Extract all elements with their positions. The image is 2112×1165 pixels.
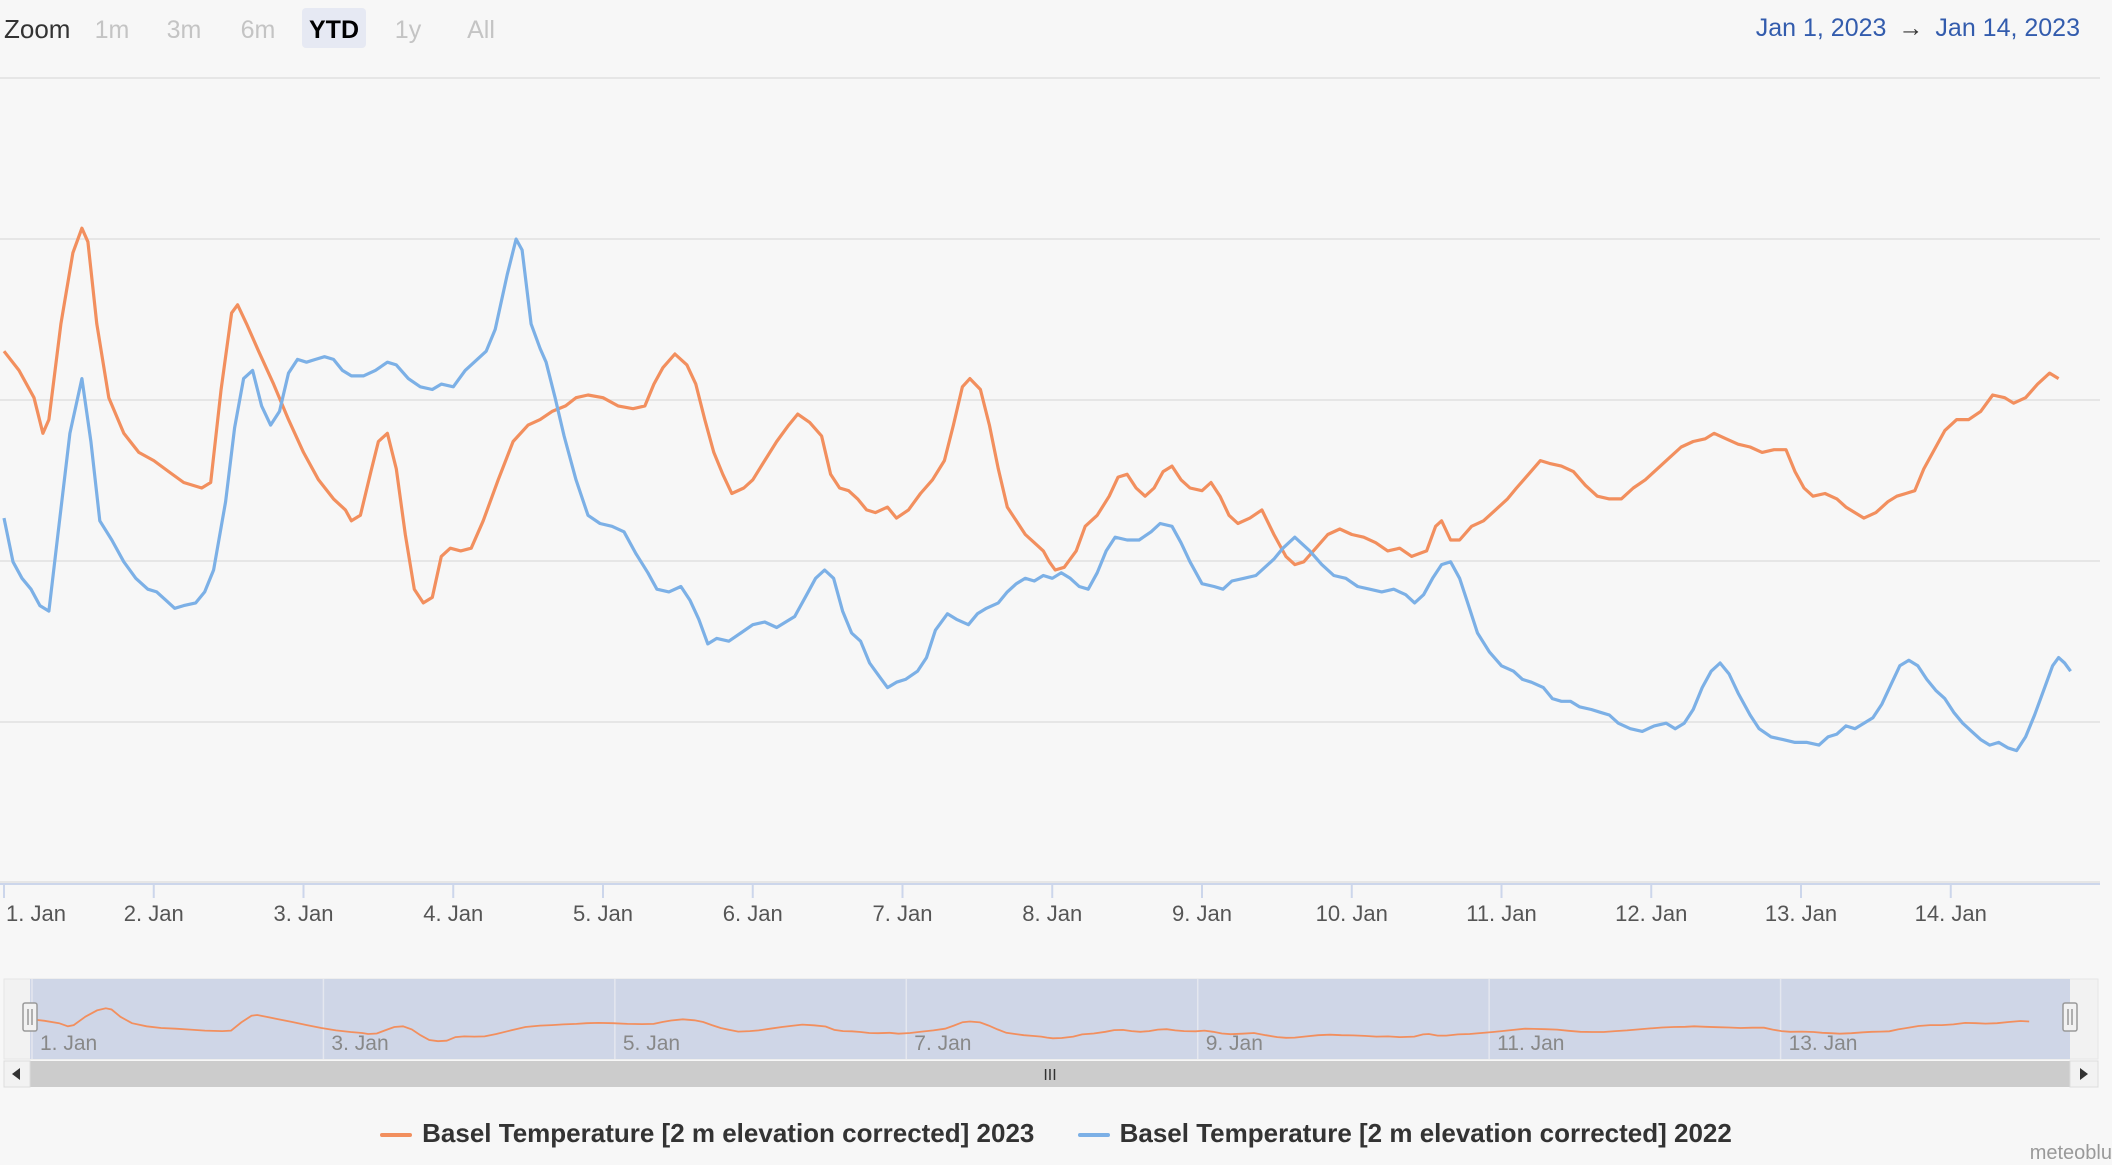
range-arrow: → [1898, 14, 1924, 42]
date-range: Jan 1, 2023 → Jan 14, 2023 [1750, 14, 2086, 43]
legend-swatch-2023 [380, 1133, 413, 1138]
navigator[interactable]: 1. Jan 3. Jan 5. Jan 7. Jan 9. Jan 11. Jan 13.… [3, 978, 2099, 1088]
zoom-1y-button[interactable]: 1y [394, 16, 422, 44]
navigator-label: 1. Jan [40, 1032, 97, 1055]
x-tick-label: 11. Jan [1466, 901, 1537, 926]
zoom-1m-button[interactable]: 1m [94, 16, 130, 44]
legend-item-2022[interactable]: Basel Temperature [2 m elevation correct… [1077, 1118, 1732, 1149]
x-tick-label: 13. Jan [1765, 901, 1837, 926]
chevron-right-icon [2080, 1068, 2088, 1080]
credit-text: meteoblu [2029, 1142, 2112, 1164]
x-tick-label: 10. Jan [1316, 901, 1388, 926]
series-line-2022[interactable] [2, 237, 2072, 753]
zoom-toolbar: Zoom 1m 3m 6m YTD 1y All [0, 8, 800, 52]
legend-swatch-2022 [1077, 1133, 1110, 1138]
scrollbar-thumb[interactable] [30, 1061, 2070, 1087]
legend-label-2023: Basel Temperature [2 m elevation correct… [422, 1118, 1035, 1148]
range-from-input[interactable]: Jan 1, 2023 [1755, 14, 1887, 42]
navigator-series-line [29, 1007, 2030, 1043]
x-tick-label: 4. Jan [423, 901, 483, 926]
x-tick-label: 7. Jan [873, 901, 933, 926]
scrollbar-grip: III [1043, 1067, 1056, 1084]
x-tick-label: 5. Jan [573, 901, 633, 926]
navigator-label: 13. Jan [1789, 1032, 1858, 1055]
navigator-label: 9. Jan [1206, 1032, 1263, 1055]
series-line-2023[interactable] [2, 226, 2060, 605]
legend: Basel Temperature [2 m elevation correct… [0, 1118, 2112, 1149]
zoom-label: Zoom [4, 14, 71, 44]
zoom-all-button[interactable]: All [467, 16, 495, 44]
x-axis: 1. Jan 2. Jan 3. Jan 4. Jan 5. Jan 6. Jan 7. J… [3, 884, 1987, 926]
x-tick-label: 12. Jan [1615, 901, 1687, 926]
zoom-3m-button[interactable]: 3m [166, 16, 202, 44]
navigator-label: 11. Jan [1497, 1032, 1564, 1055]
navigator-handle-left[interactable] [22, 1002, 38, 1032]
x-tick-label: 6. Jan [723, 901, 783, 926]
chart-svg: 1. Jan 2. Jan 3. Jan 4. Jan 5. Jan 6. Jan 7. J… [0, 77, 2100, 1088]
x-tick-label: 3. Jan [274, 901, 334, 926]
zoom-6m-button[interactable]: 6m [240, 16, 276, 44]
x-tick-label: 8. Jan [1022, 901, 1082, 926]
grid-lines [0, 77, 2100, 885]
legend-item-2023[interactable]: Basel Temperature [2 m elevation correct… [380, 1118, 1034, 1149]
series-group [2, 226, 2072, 753]
x-tick-label: 2. Jan [124, 901, 184, 926]
legend-label-2022: Basel Temperature [2 m elevation correct… [1119, 1118, 1732, 1148]
zoom-ytd-button[interactable]: YTD [302, 8, 366, 48]
navigator-label: 7. Jan [914, 1032, 971, 1055]
x-tick-label: 14. Jan [1915, 901, 1987, 926]
navigator-label: 5. Jan [623, 1032, 680, 1055]
x-tick-label: 1. Jan [6, 901, 66, 926]
x-tick-label: 9. Jan [1172, 901, 1232, 926]
navigator-label: 3. Jan [331, 1032, 388, 1055]
navigator-selection-mask[interactable] [30, 979, 2070, 1059]
navigator-handle-right[interactable] [2062, 1002, 2078, 1032]
range-to-input[interactable]: Jan 14, 2023 [1935, 14, 2080, 42]
chevron-left-icon [12, 1068, 20, 1080]
